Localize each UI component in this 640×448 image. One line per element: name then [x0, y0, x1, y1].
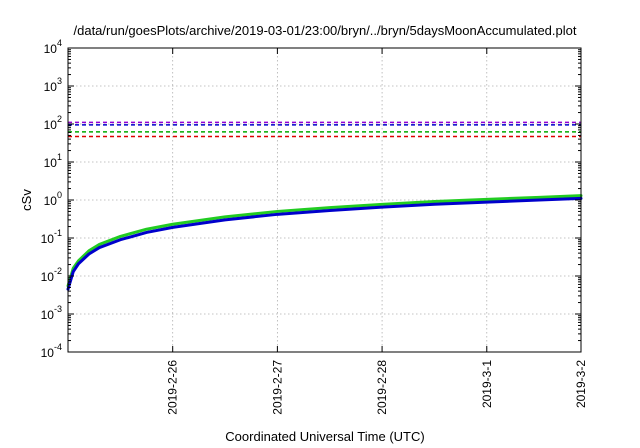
x-tick-labels: 2019-2-26 2019-2-27 2019-2-28 2019-3-1 2019-…: [166, 360, 588, 415]
chart-title: /data/run/goesPlots/archive/2019-03-01/2…: [74, 23, 577, 38]
x-tick-label: 2019-2-28: [375, 360, 389, 415]
x-tick-label: 2019-2-26: [166, 360, 180, 415]
y-tick-label: 104: [44, 38, 62, 56]
y-tick-label: 102: [44, 114, 62, 132]
y-tick-label: 100: [44, 190, 62, 208]
series-line: [66, 196, 583, 291]
x-axis-label: Coordinated Universal Time (UTC): [225, 429, 424, 444]
x-tick-label: 2019-3-1: [480, 360, 494, 408]
x-tick-label: 2019-3-2: [574, 360, 588, 408]
y-tick-label: 10-3: [41, 304, 62, 322]
y-tick-label: 103: [44, 76, 62, 94]
x-tick-label: 2019-2-27: [270, 360, 284, 415]
y-tick-labels: 10-4 10-3 10-2 10-1 100 101 102 103 104: [41, 38, 62, 360]
threshold-lines: [68, 121, 581, 138]
series-line: [66, 194, 583, 288]
data-series: [66, 194, 583, 291]
grid-lines: [68, 48, 581, 352]
y-tick-label: 10-4: [41, 342, 62, 360]
axis-ticks: [68, 47, 582, 353]
y-tick-label: 10-1: [41, 228, 62, 246]
y-tick-label: 10-2: [41, 266, 62, 284]
y-axis-label: cSv: [19, 189, 34, 211]
y-tick-label: 101: [44, 152, 62, 170]
